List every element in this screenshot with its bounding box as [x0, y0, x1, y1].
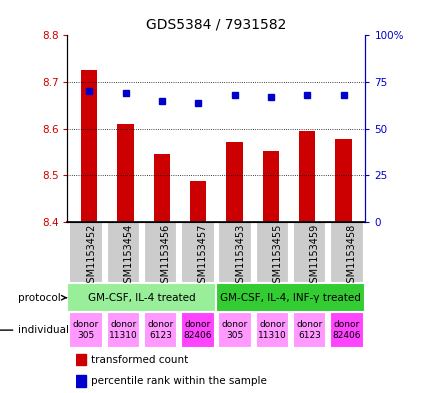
Bar: [81, 70, 97, 222]
Bar: [329, 312, 363, 348]
Bar: [69, 222, 102, 283]
Bar: [117, 124, 133, 222]
Bar: [292, 312, 326, 348]
Text: GM-CSF, IL-4, INF-γ treated: GM-CSF, IL-4, INF-γ treated: [220, 293, 361, 303]
Bar: [335, 139, 351, 222]
Text: protocol: protocol: [18, 293, 66, 303]
Bar: [76, 354, 86, 365]
Bar: [226, 142, 242, 222]
Bar: [255, 222, 288, 283]
Text: GSM1153452: GSM1153452: [86, 224, 96, 289]
Text: GSM1153458: GSM1153458: [346, 224, 356, 289]
Bar: [76, 375, 86, 387]
Bar: [144, 312, 177, 348]
Text: GSM1153454: GSM1153454: [123, 224, 133, 289]
Text: donor
11310: donor 11310: [108, 320, 137, 340]
Bar: [153, 154, 170, 222]
Bar: [106, 222, 140, 283]
Bar: [255, 312, 288, 348]
Text: GSM1153453: GSM1153453: [234, 224, 244, 289]
Bar: [106, 312, 140, 348]
Bar: [292, 222, 326, 283]
Bar: [299, 131, 315, 222]
Text: GSM1153457: GSM1153457: [197, 224, 207, 289]
Bar: [144, 222, 177, 283]
Text: GSM1153459: GSM1153459: [309, 224, 319, 289]
Text: donor
11310: donor 11310: [257, 320, 286, 340]
Text: donor
6123: donor 6123: [296, 320, 322, 340]
Text: donor
6123: donor 6123: [147, 320, 173, 340]
Text: GSM1153456: GSM1153456: [160, 224, 170, 289]
Bar: [69, 312, 102, 348]
Title: GDS5384 / 7931582: GDS5384 / 7931582: [146, 17, 286, 31]
Bar: [181, 312, 214, 348]
Bar: [67, 283, 216, 312]
Bar: [190, 182, 206, 222]
Text: donor
305: donor 305: [221, 320, 247, 340]
Bar: [181, 222, 214, 283]
Text: donor
82406: donor 82406: [332, 320, 360, 340]
Bar: [218, 312, 251, 348]
Bar: [218, 222, 251, 283]
Text: donor
82406: donor 82406: [183, 320, 211, 340]
Text: GM-CSF, IL-4 treated: GM-CSF, IL-4 treated: [88, 293, 195, 303]
Text: percentile rank within the sample: percentile rank within the sample: [90, 376, 266, 386]
Bar: [262, 151, 279, 222]
Text: transformed count: transformed count: [90, 354, 187, 365]
Text: individual: individual: [0, 325, 69, 335]
Bar: [329, 222, 363, 283]
Text: donor
305: donor 305: [73, 320, 99, 340]
Text: GSM1153455: GSM1153455: [272, 224, 282, 289]
Bar: [216, 283, 365, 312]
